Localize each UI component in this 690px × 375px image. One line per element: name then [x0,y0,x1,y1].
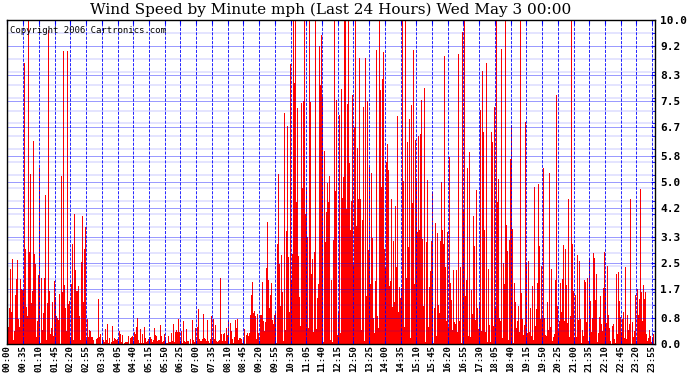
Text: Copyright 2006 Cartronics.com: Copyright 2006 Cartronics.com [10,26,166,35]
Title: Wind Speed by Minute mph (Last 24 Hours) Wed May 3 00:00: Wind Speed by Minute mph (Last 24 Hours)… [90,3,571,17]
